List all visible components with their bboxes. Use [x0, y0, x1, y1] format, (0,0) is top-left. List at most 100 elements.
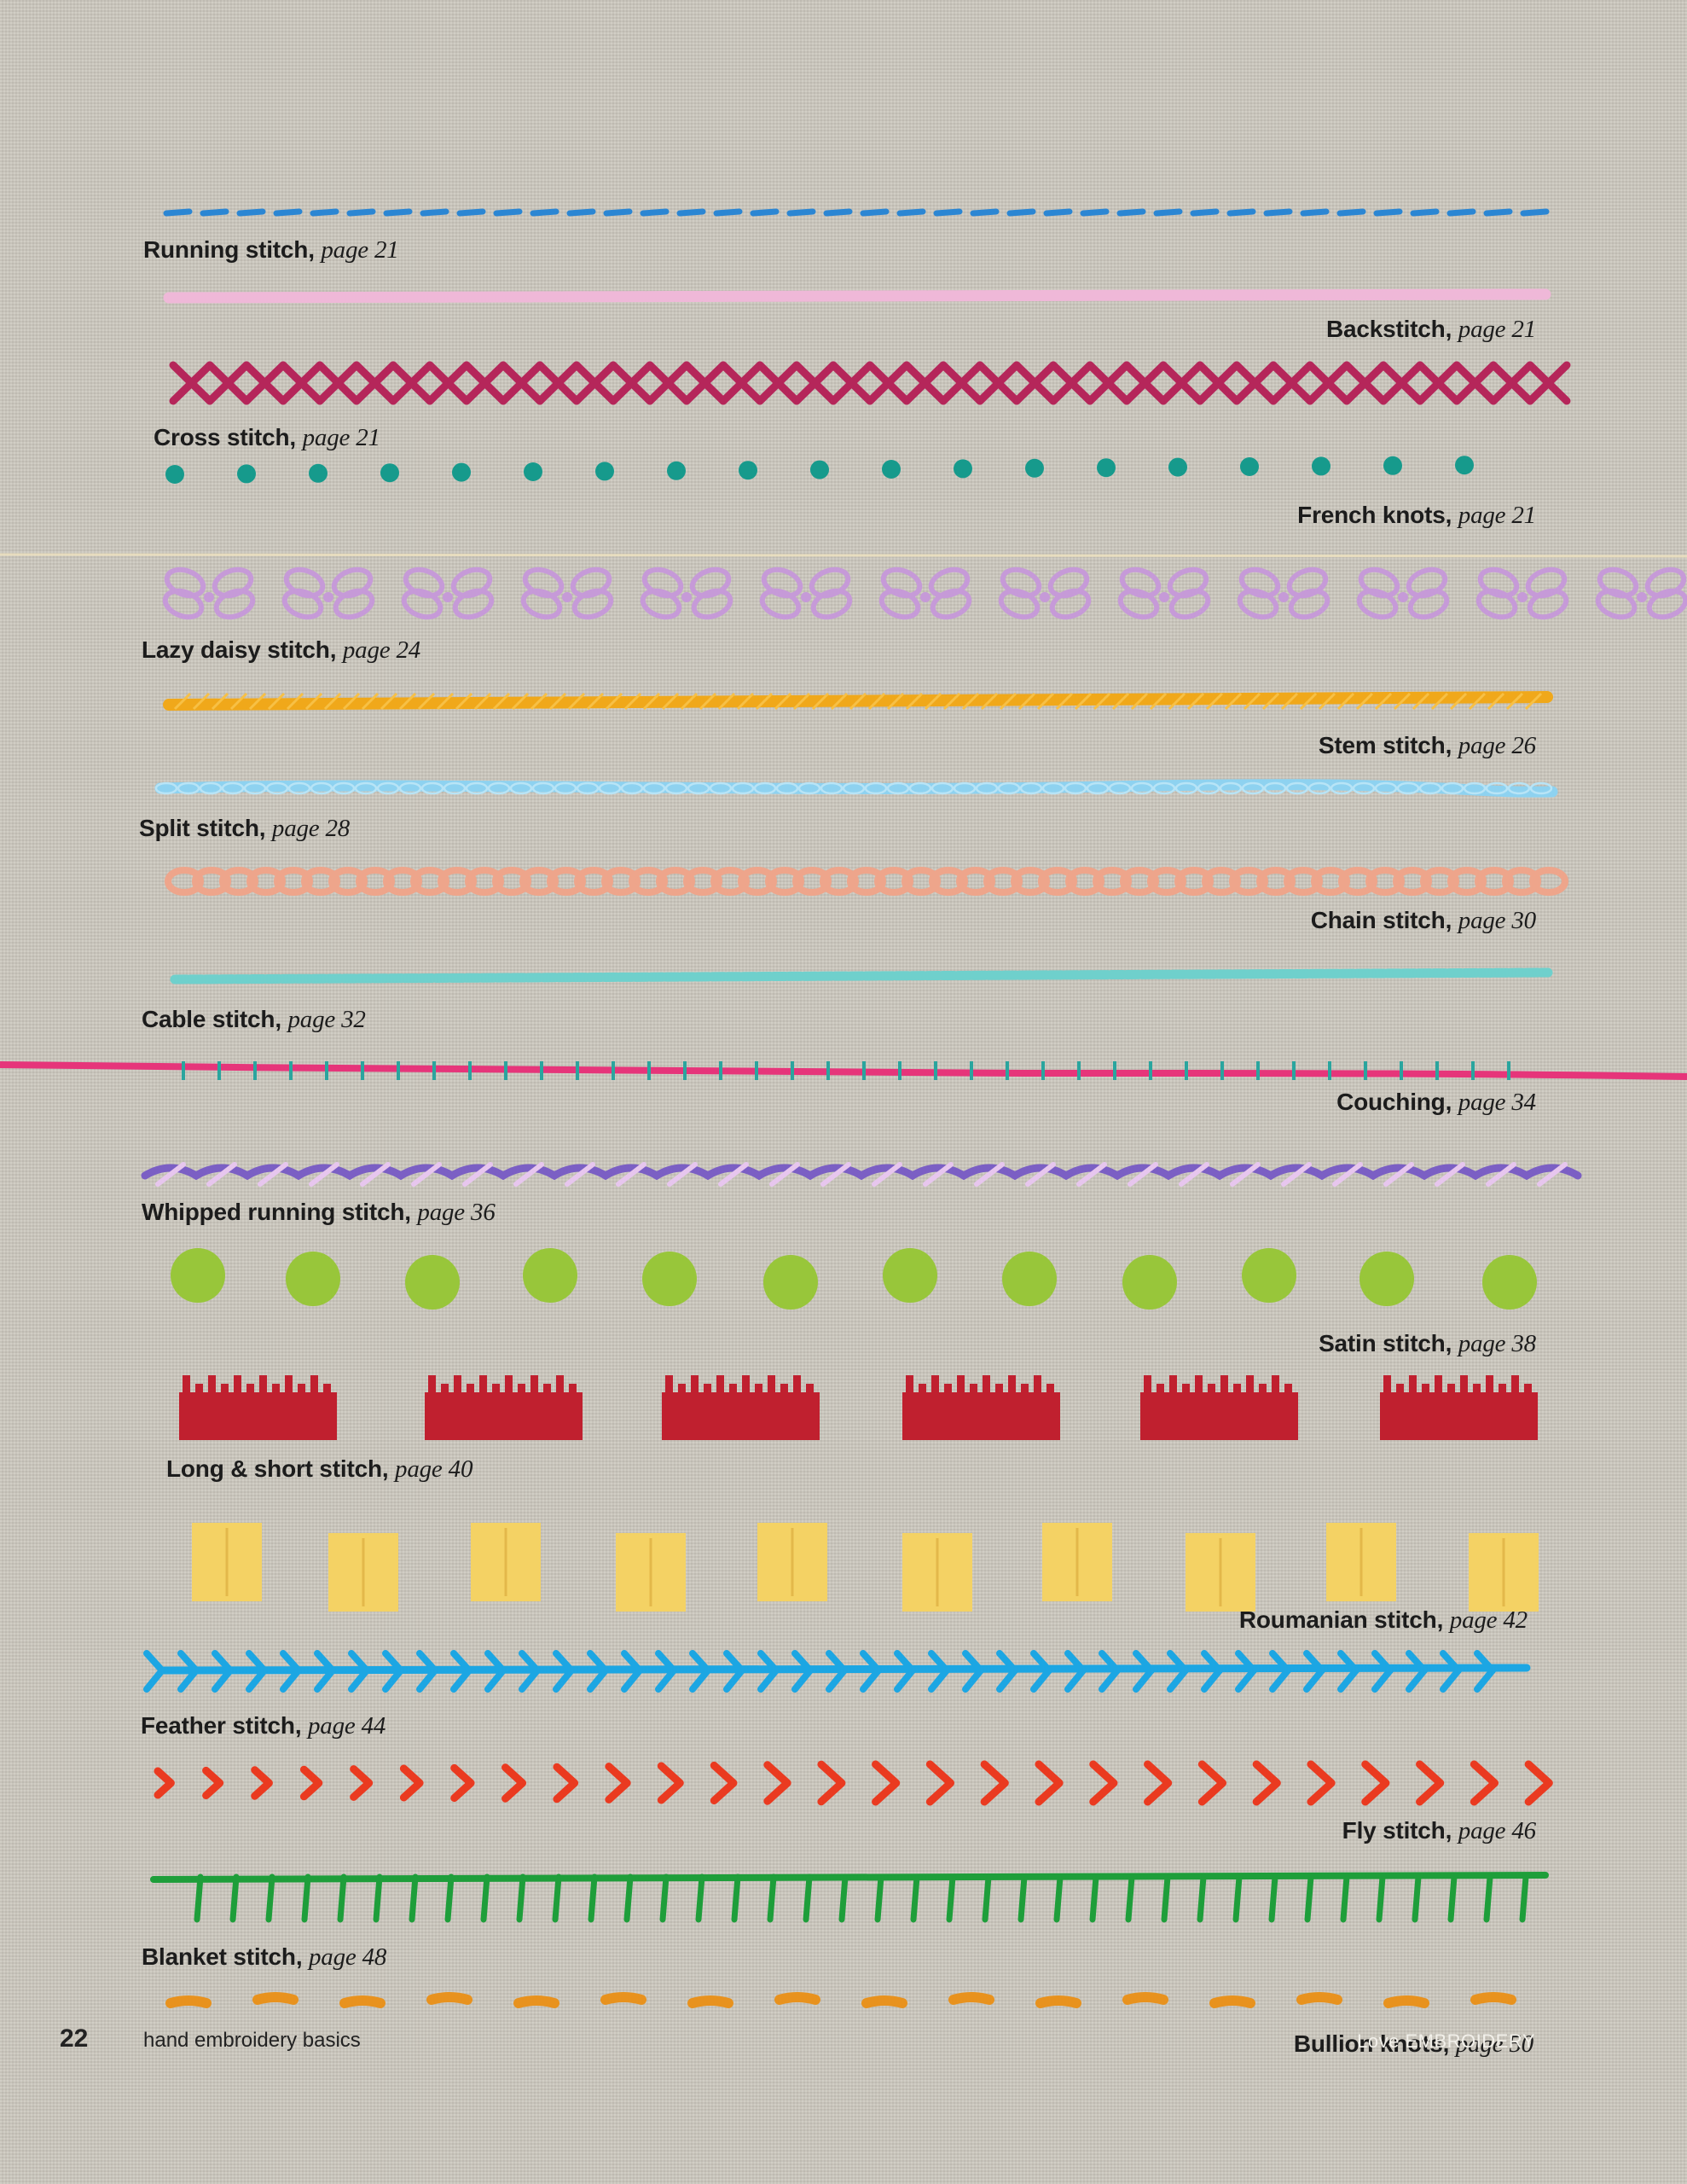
- whipped-wrap: [1128, 1162, 1158, 1187]
- daisy-petal: [1286, 566, 1329, 599]
- whipped-wrap: [923, 1162, 954, 1187]
- blanket-leg: [552, 1873, 562, 1923]
- blanket-leg: [1447, 1873, 1458, 1923]
- long-short-tooth: [768, 1375, 775, 1401]
- split-loop: [265, 781, 289, 795]
- stitch-name: Stem stitch: [1318, 732, 1446, 758]
- blanket-leg: [1376, 1873, 1386, 1923]
- chain-link: [492, 867, 531, 896]
- chain-link: [629, 867, 668, 896]
- running-dash: [273, 208, 303, 217]
- split-loop: [753, 781, 777, 795]
- blanket-leg: [803, 1873, 813, 1923]
- label-roumanian-stitch: Roumanian stitch, page 42: [1238, 1606, 1528, 1634]
- stitch-name: Bullion knots: [1293, 2030, 1443, 2057]
- stem-twist: [867, 692, 886, 711]
- blanket-leg: [194, 1873, 204, 1923]
- cross-arm: [1122, 361, 1168, 405]
- feather-branch: [826, 1667, 848, 1693]
- stem-twist: [323, 692, 342, 711]
- fly-chevron: [817, 1760, 846, 1806]
- split-loop: [820, 781, 844, 795]
- whipped-wrap: [1486, 1162, 1516, 1187]
- stem-twist: [699, 692, 717, 711]
- chain-link: [683, 867, 722, 896]
- feather-branch: [416, 1650, 438, 1674]
- cross-arm: [279, 361, 324, 405]
- split-loop: [154, 781, 178, 795]
- daisy-center: [323, 592, 333, 602]
- daisy-center: [204, 592, 214, 602]
- split-loop: [930, 781, 954, 795]
- satin-dot: [1359, 1252, 1414, 1306]
- daisy-petal: [1167, 566, 1209, 599]
- daisy-petal: [401, 588, 443, 620]
- running-dash: [676, 208, 706, 217]
- stitch-name: Long & short stitch: [166, 1455, 382, 1482]
- feather-branch: [996, 1667, 1018, 1693]
- stem-twist: [811, 692, 830, 711]
- stem-twist: [229, 692, 248, 711]
- whipped-wrap: [872, 1162, 902, 1187]
- fly-chevron: [350, 1765, 374, 1801]
- running-dash: [1190, 208, 1220, 217]
- daisy-petal: [571, 588, 614, 620]
- long-short-tooth: [1220, 1375, 1228, 1401]
- blanket-leg: [1412, 1873, 1422, 1923]
- running-dash: [1153, 208, 1183, 217]
- cross-arm: [1232, 361, 1278, 405]
- split-loop: [465, 781, 489, 795]
- split-loop: [687, 781, 710, 795]
- feather-branch: [1440, 1667, 1462, 1693]
- running-dash: [566, 208, 596, 217]
- stem-twist: [980, 692, 999, 711]
- fly-chevron: [202, 1766, 224, 1800]
- bullion-knot: [1383, 1995, 1429, 2008]
- lazy-daisy-motif: [1595, 566, 1687, 620]
- split-loop: [177, 781, 200, 795]
- long-short-tooth: [234, 1375, 241, 1401]
- long-short-block: [1380, 1375, 1538, 1440]
- stem-twist: [1055, 692, 1074, 711]
- blanket-leg: [1268, 1873, 1278, 1923]
- feather-branch: [1440, 1650, 1462, 1674]
- page-ref: page 50: [1455, 2030, 1533, 2058]
- bullion-knot: [948, 1992, 994, 2005]
- chain-link: [901, 867, 941, 896]
- long-short-tooth: [259, 1375, 267, 1401]
- long-short-block: [179, 1375, 337, 1440]
- french-knot: [1383, 456, 1402, 475]
- stem-twist: [286, 692, 304, 711]
- page-ref: page 38: [1458, 1330, 1536, 1357]
- split-loop: [1086, 781, 1110, 795]
- feather-branch: [484, 1667, 507, 1693]
- daisy-petal: [1000, 566, 1042, 599]
- running-dash: [1336, 208, 1366, 217]
- blanket-leg: [1483, 1873, 1493, 1923]
- split-loop: [1330, 781, 1354, 795]
- whipped-wrap: [718, 1162, 749, 1187]
- fly-chevron: [763, 1761, 791, 1805]
- running-dash: [383, 208, 413, 217]
- cross-arm: [646, 361, 691, 405]
- daisy-petal: [331, 566, 374, 599]
- brand-strong: EMBROIDERY: [1405, 2030, 1535, 2052]
- lazy-daisy-motif: [1237, 566, 1330, 620]
- long-short-block: [902, 1375, 1060, 1440]
- long-short-tooth: [518, 1384, 525, 1409]
- fly-chevron: [1144, 1760, 1173, 1806]
- blanket-leg: [1161, 1873, 1171, 1923]
- running-dash: [1080, 208, 1110, 217]
- long-short-tooth: [1447, 1384, 1455, 1409]
- chain-link: [246, 867, 286, 896]
- label-cross-stitch: Cross stitch, page 21: [154, 424, 380, 451]
- split-loop: [709, 781, 733, 795]
- feather-branch: [1269, 1650, 1291, 1674]
- cross-arm: [572, 361, 617, 405]
- stitch-name: Split stitch: [139, 815, 259, 841]
- chain-link: [1011, 867, 1050, 896]
- feather-branch: [519, 1667, 541, 1693]
- long-short-tooth: [530, 1375, 538, 1401]
- fly-chevron: [251, 1766, 273, 1800]
- feather-branch: [1371, 1650, 1394, 1674]
